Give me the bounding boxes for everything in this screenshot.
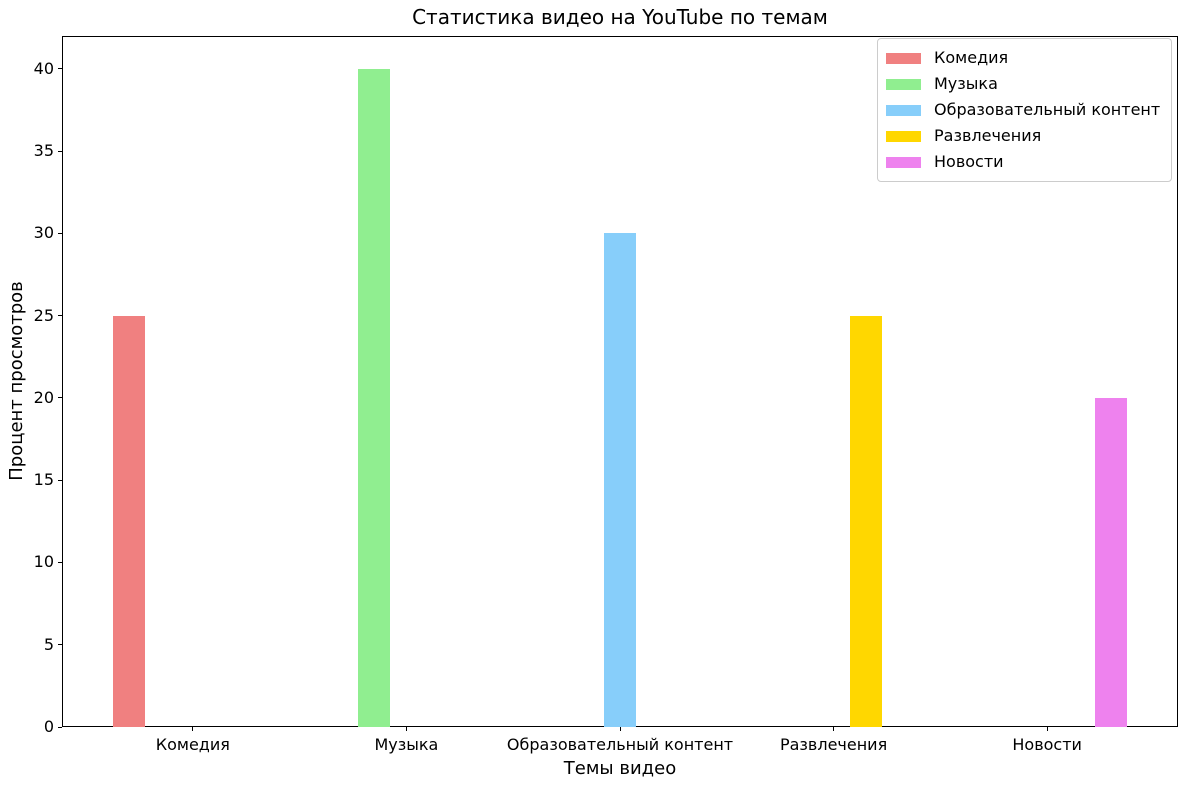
bar-Новости xyxy=(1095,397,1128,727)
y-tick-mark xyxy=(58,150,62,152)
legend-swatch xyxy=(886,52,921,64)
y-tick-mark xyxy=(58,644,62,646)
x-axis-label: Темы видео xyxy=(563,758,677,779)
y-tick-mark xyxy=(58,315,62,317)
y-tick-label: 15 xyxy=(33,470,54,490)
y-tick-mark xyxy=(58,561,62,563)
legend-row: Развлечения xyxy=(878,123,1171,149)
legend-swatch xyxy=(886,78,921,90)
legend-swatch xyxy=(886,130,921,142)
y-tick-label: 25 xyxy=(33,305,54,325)
y-tick-label: 20 xyxy=(33,387,54,407)
y-tick-label: 0 xyxy=(43,717,54,736)
y-tick-label: 10 xyxy=(33,552,54,572)
legend-row: Музыка xyxy=(878,71,1171,97)
y-tick-label: 5 xyxy=(43,634,54,654)
legend-row: Новости xyxy=(878,149,1171,175)
legend-row: Комедия xyxy=(878,45,1171,71)
chart-title: Статистика видео на YouTube по темам xyxy=(412,5,828,29)
y-tick-mark xyxy=(58,68,62,70)
bar-Образовательный контент xyxy=(604,233,636,727)
legend-label: Образовательный контент xyxy=(934,100,1161,119)
y-tick-mark xyxy=(58,726,62,728)
x-tick-label: Развлечения xyxy=(779,735,888,754)
y-tick-mark xyxy=(58,232,62,234)
x-tick-mark xyxy=(192,727,194,731)
y-tick-mark xyxy=(58,397,62,399)
y-tick-label: 30 xyxy=(33,223,54,243)
x-tick-mark xyxy=(619,727,621,731)
y-tick-label: 35 xyxy=(33,141,54,161)
y-axis-label: Процент просмотров xyxy=(6,281,27,481)
x-tick-mark xyxy=(833,727,835,731)
legend-label: Музыка xyxy=(934,74,998,93)
bar-Комедия xyxy=(112,315,145,727)
x-tick-label: Комедия xyxy=(155,735,230,754)
legend-swatch xyxy=(886,156,921,168)
legend-swatch xyxy=(886,104,921,116)
legend: Комедия Музыка Образовательный контент Разв… xyxy=(877,38,1172,182)
x-tick-label: Музыка xyxy=(374,735,439,754)
legend-label: Новости xyxy=(934,152,1004,171)
y-tick-label: 40 xyxy=(33,58,54,78)
legend-label: Развлечения xyxy=(934,126,1042,145)
bar-Музыка xyxy=(358,68,391,727)
x-tick-mark xyxy=(405,727,407,731)
x-tick-label: Образовательный контент xyxy=(506,735,734,754)
legend-label: Комедия xyxy=(934,48,1009,67)
legend-row: Образовательный контент xyxy=(878,97,1171,123)
x-tick-label: Новости xyxy=(1012,735,1082,754)
x-tick-mark xyxy=(1046,727,1048,731)
bar-Развлечения xyxy=(849,315,882,727)
y-tick-mark xyxy=(58,479,62,481)
